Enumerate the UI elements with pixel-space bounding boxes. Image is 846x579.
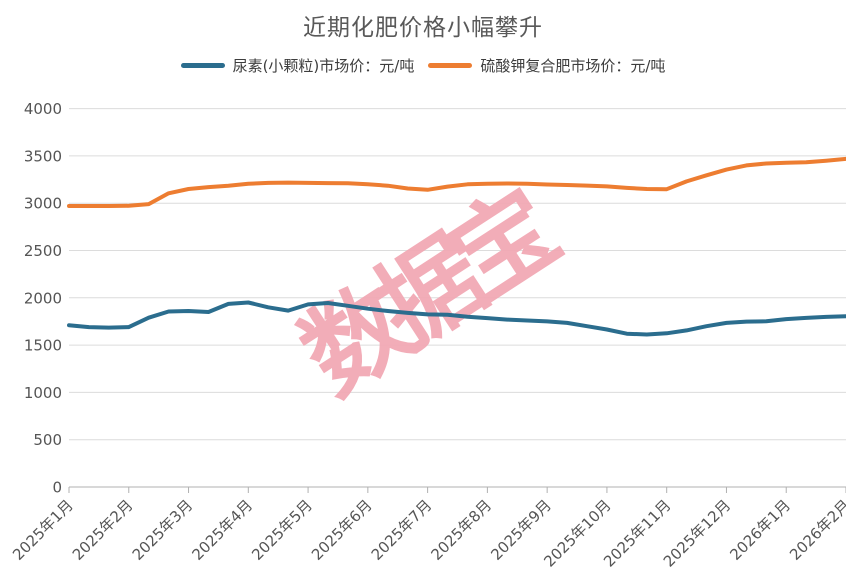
x-tick-label: 2025年8月: [428, 496, 496, 564]
legend-label-urea: 尿素(小颗粒)市场价：元/吨: [232, 57, 415, 75]
legend: 尿素(小颗粒)市场价：元/吨 硫酸钾复合肥市场价：元/吨: [0, 55, 846, 76]
y-tick-label: 2000: [24, 289, 62, 307]
legend-marker-urea-line: [180, 63, 225, 68]
x-tick-label: 2025年3月: [129, 496, 197, 564]
y-tick-label: 2500: [24, 242, 62, 260]
series-line-urea: [67, 300, 846, 337]
x-tick-label: 2025年1月: [9, 496, 77, 564]
legend-item-potassium-sulfate-compound[interactable]: 硫酸钾复合肥市场价：元/吨: [428, 55, 665, 76]
x-tick-label: 2026年1月: [726, 496, 794, 564]
x-tick-label: 2026年2月: [786, 496, 846, 564]
x-tick-label: 2025年5月: [248, 496, 316, 564]
x-tick-label: 2025年6月: [308, 496, 376, 564]
watermark-text: 数据宝: [282, 170, 576, 418]
y-tick-label: 1500: [24, 337, 62, 355]
chart-title: 近期化肥价格小幅攀升: [303, 15, 543, 41]
y-tick-label: 0: [52, 479, 62, 497]
y-tick-label: 500: [33, 431, 62, 449]
x-tick-label: 2025年7月: [368, 496, 436, 564]
y-tick-label: 1000: [24, 384, 62, 402]
y-tick-label: 4000: [24, 100, 62, 118]
legend-label-potassium: 硫酸钾复合肥市场价：元/吨: [480, 57, 666, 75]
x-tick-label: 2025年4月: [188, 496, 256, 564]
y-tick-label: 3000: [24, 195, 62, 213]
legend-item-urea[interactable]: 尿素(小颗粒)市场价：元/吨: [180, 55, 415, 76]
series-line-potassium: [67, 156, 846, 208]
x-tick-label: 2025年2月: [69, 496, 137, 564]
legend-marker-potassium-line: [428, 63, 473, 68]
y-tick-label: 3500: [24, 147, 62, 165]
